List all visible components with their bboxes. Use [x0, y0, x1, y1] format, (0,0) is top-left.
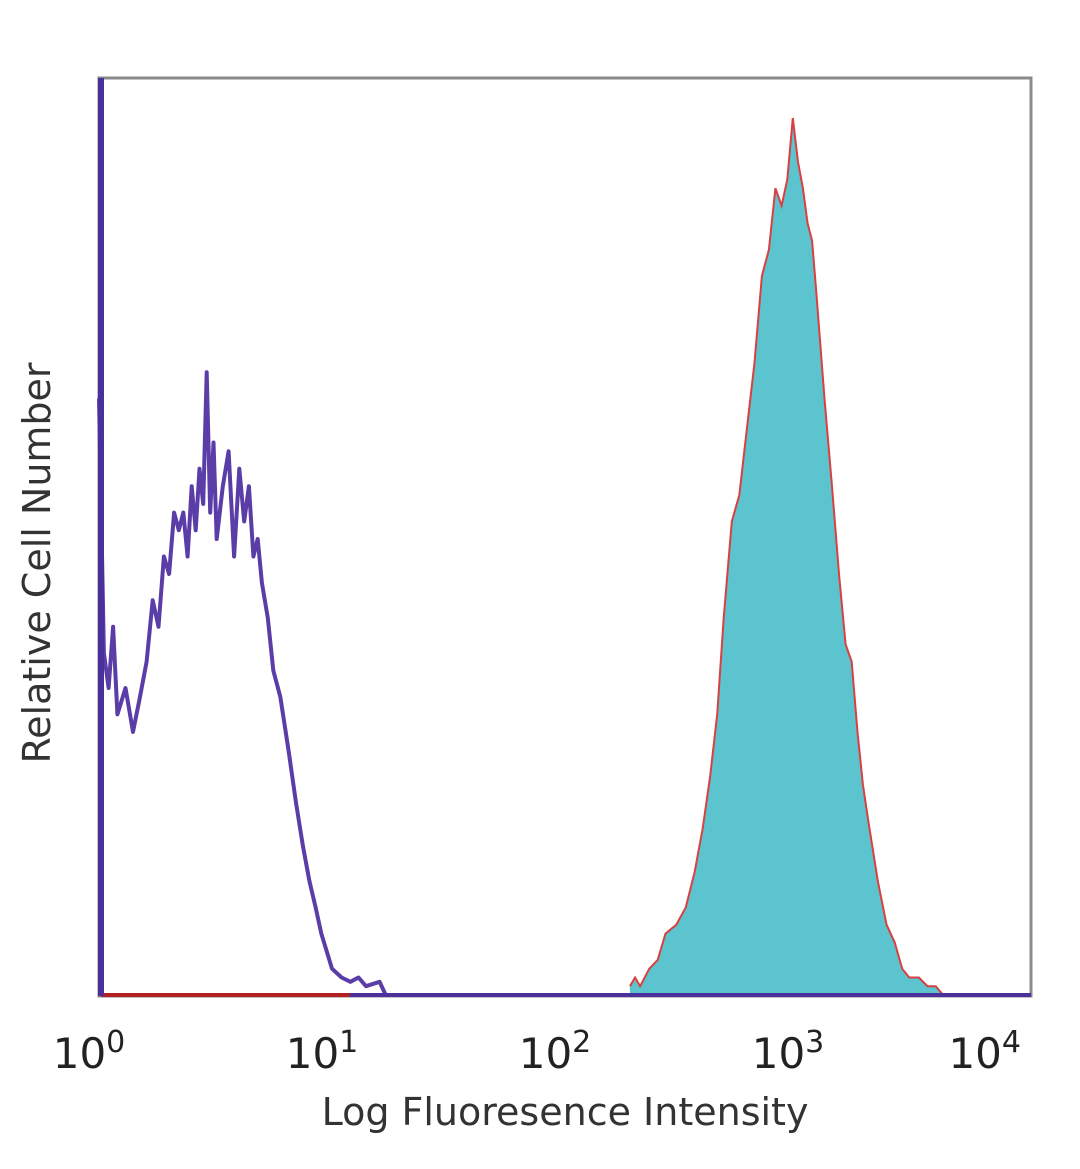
- series-layer: [97, 117, 944, 996]
- x-tick-label: 100: [53, 1025, 126, 1078]
- x-tick-label: 104: [948, 1025, 1021, 1078]
- plot-frame: [97, 76, 1033, 998]
- y-axis-title: Relative Cell Number: [15, 362, 59, 763]
- x-tick-label: 102: [519, 1025, 592, 1078]
- x-tick-label: 101: [286, 1025, 359, 1078]
- x-axis-title: Log Fluoresence Intensity: [322, 1090, 809, 1134]
- x-tick-label: 103: [752, 1025, 825, 1078]
- x-tick-labels: 100 101 102 103 104: [53, 1025, 1021, 1078]
- control-histogram-line: [97, 370, 388, 996]
- stained-histogram-fill: [629, 118, 944, 995]
- stained-histogram-outline: [629, 117, 944, 996]
